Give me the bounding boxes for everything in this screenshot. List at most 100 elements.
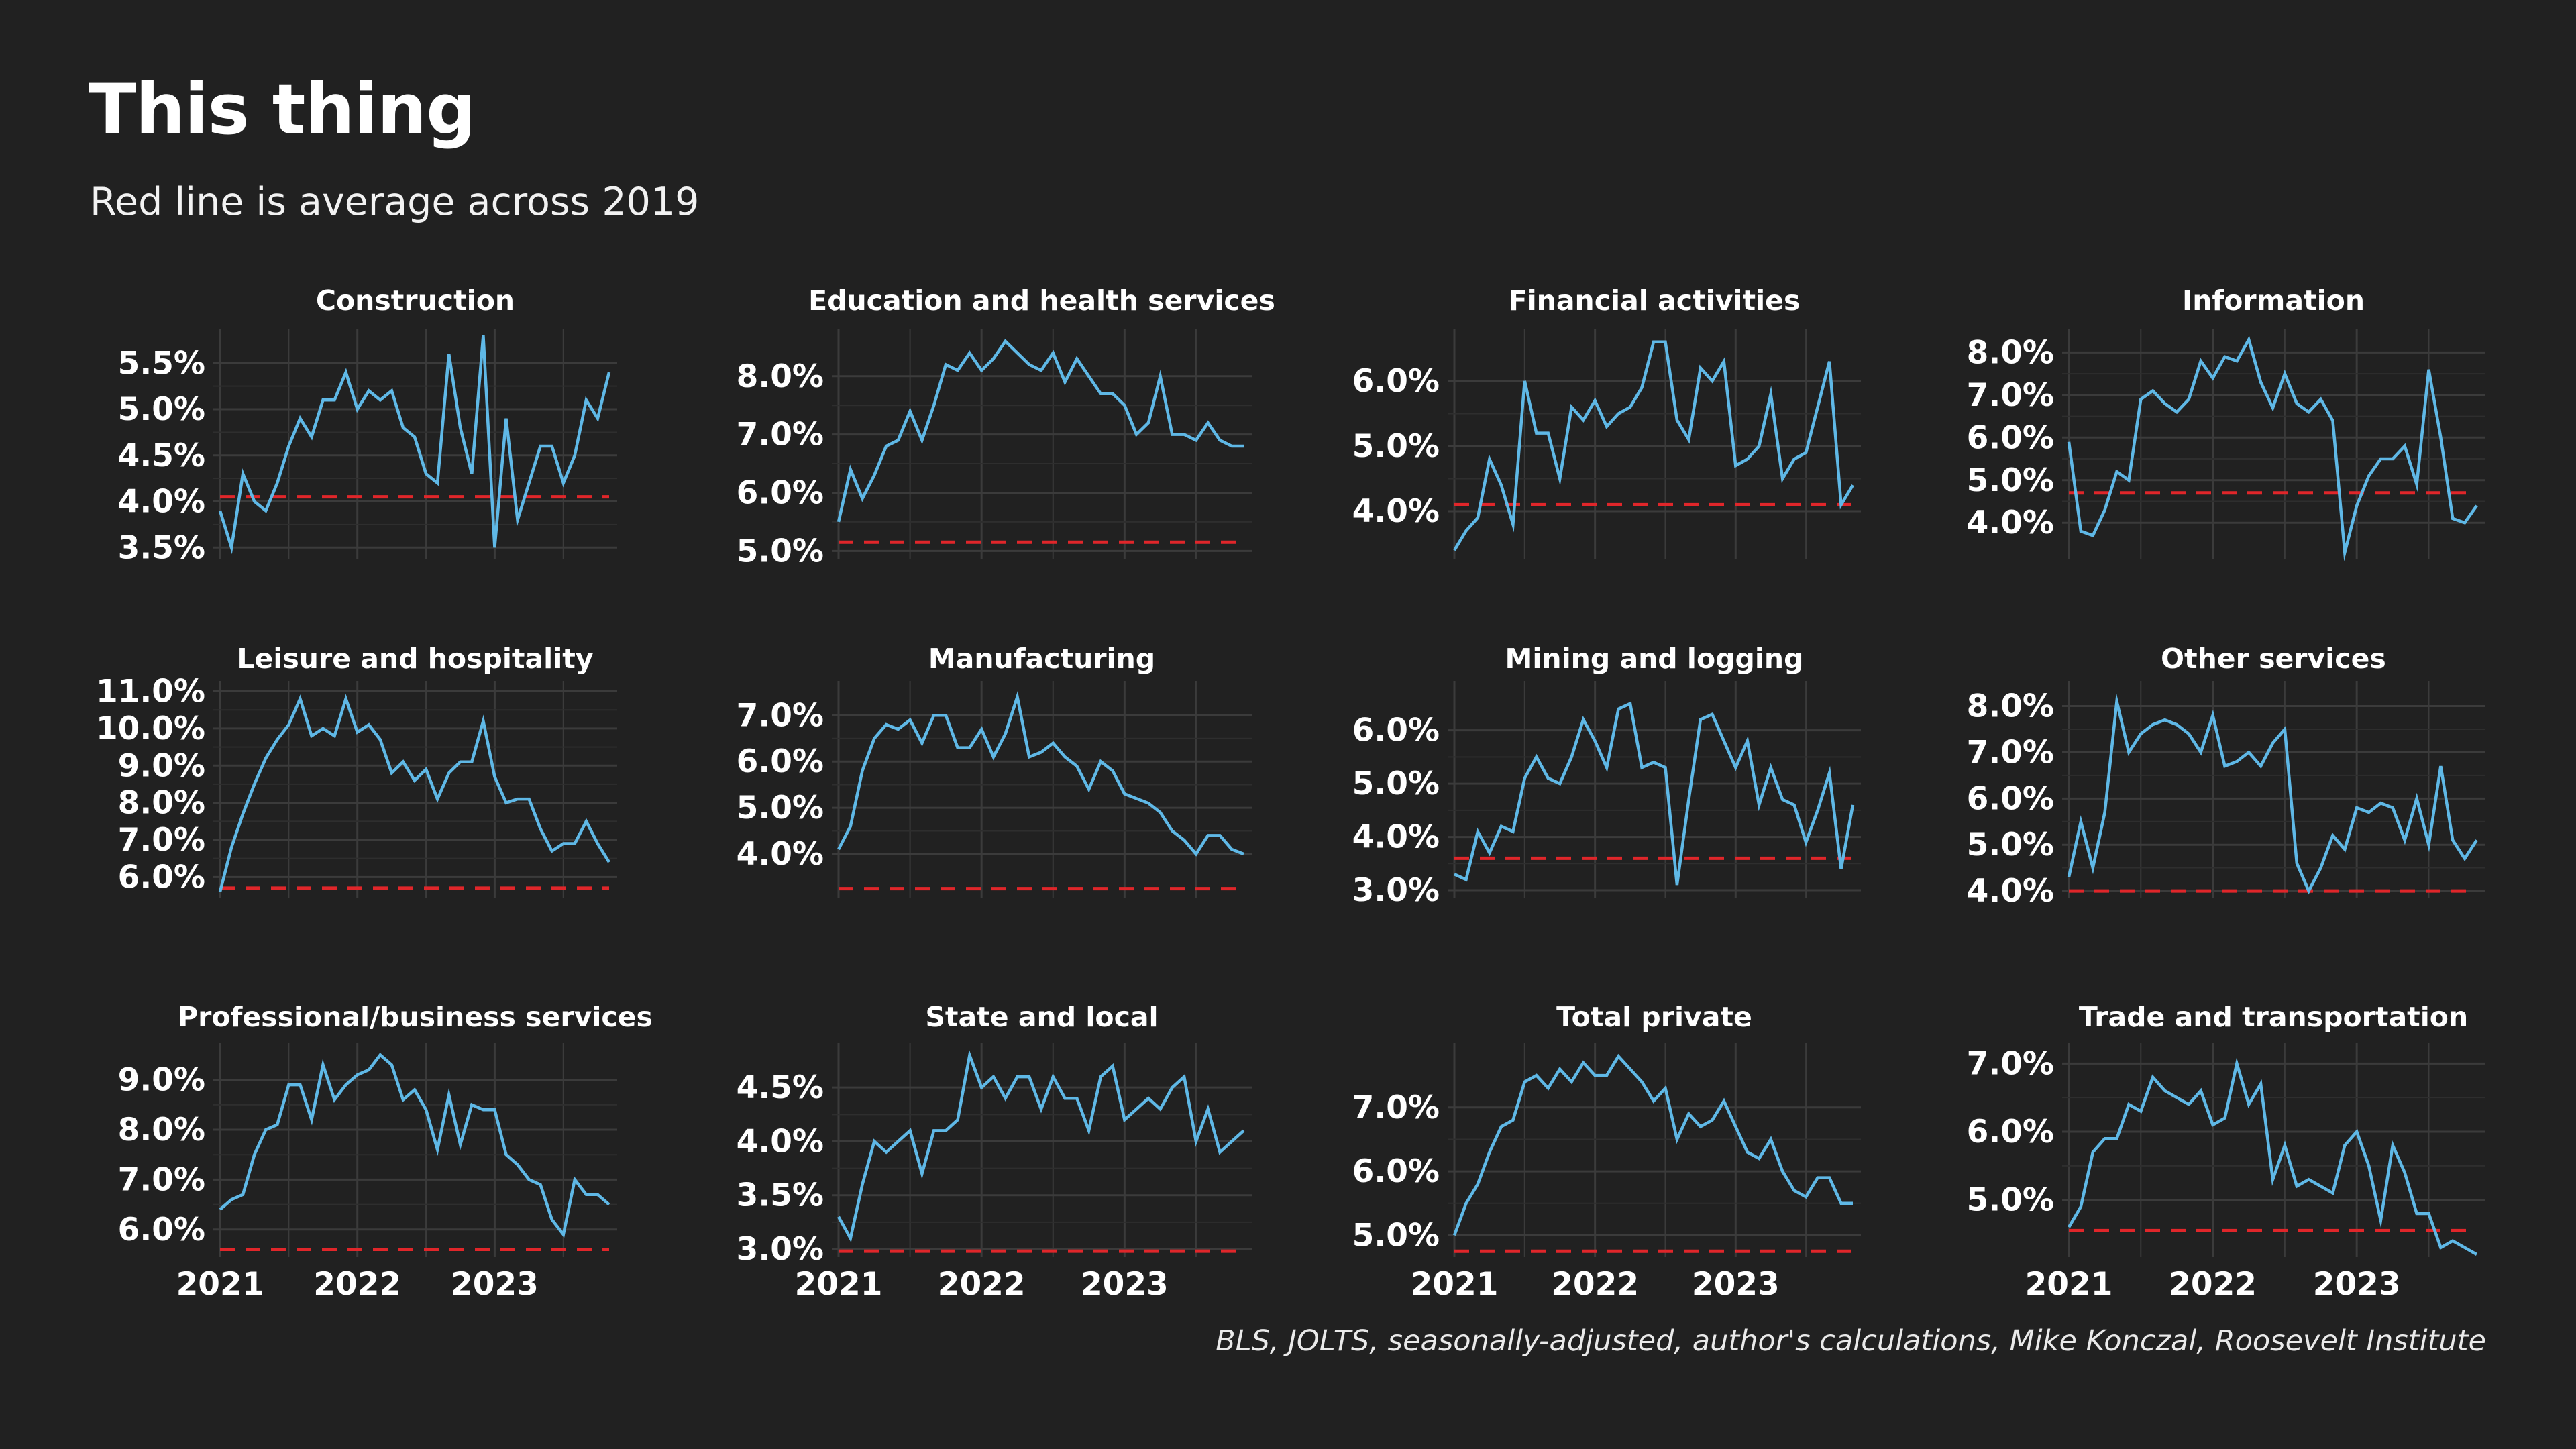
y-tick-label: 5.0% — [1967, 462, 2054, 499]
series-line — [1453, 340, 1854, 551]
page-subtitle: Red line is average across 2019 — [90, 180, 700, 224]
panel-title: Mining and logging — [1505, 643, 1804, 675]
panel-title: Education and health services — [808, 284, 1275, 317]
page-title: This thing — [89, 68, 476, 150]
series-line — [1454, 701, 1855, 885]
x-tick-label: 2022 — [1551, 1266, 1639, 1303]
panel-state-and-local: State and local 3.0% 3.5% 4.0% 4.5% 2021 2022 2… — [737, 1001, 1252, 1303]
x-tick-label: 2021 — [176, 1266, 264, 1303]
series-line — [219, 1053, 610, 1238]
y-tick-label: 6.0% — [737, 743, 824, 780]
series-line — [837, 690, 1244, 857]
y-tick-label: 5.0% — [1352, 765, 1440, 802]
y-tick-label: 3.5% — [737, 1177, 824, 1214]
panel-other-services: Other services 4.0% 5.0% 6.0% 7.0% 8.0% — [1967, 643, 2485, 910]
y-tick-label: 8.0% — [1967, 334, 2054, 371]
y-tick-label: 6.0% — [1352, 363, 1440, 400]
y-tick-label: 6.0% — [1967, 1114, 2054, 1150]
y-tick-label: 6.0% — [1352, 712, 1440, 749]
y-tick-label: 8.0% — [118, 785, 205, 822]
panel-education-and-health-services: Education and health services 5.0% 6.0% 7.0… — [737, 284, 1275, 570]
y-tick-label: 5.5% — [118, 345, 205, 382]
series-line — [2067, 692, 2478, 895]
panel-information: Information 4.0% 5.0% 6.0% 7.0% 8.0% — [1967, 284, 2485, 561]
panel-title: Trade and transportation — [2079, 1001, 2468, 1033]
panel-professional-business-services: Professional/business services 6.0% 7.0% 8.… — [118, 1001, 653, 1303]
y-tick-label: 4.0% — [737, 1123, 824, 1160]
y-tick-label: 4.0% — [118, 484, 205, 521]
y-tick-label: 7.0% — [1967, 377, 2054, 414]
y-tick-label: 4.0% — [737, 836, 824, 873]
y-tick-label: 4.0% — [1352, 819, 1440, 856]
y-tick-label: 6.0% — [1967, 780, 2054, 817]
panel-title: State and local — [925, 1001, 1158, 1033]
series-line — [837, 1049, 1245, 1243]
panel-title: Other services — [2161, 643, 2386, 675]
y-tick-label: 5.0% — [118, 391, 205, 428]
y-tick-label: 7.0% — [1967, 734, 2054, 771]
source-caption: BLS, JOLTS, seasonally-adjusted, author'… — [1216, 1324, 2486, 1358]
y-tick-label: 6.0% — [737, 474, 824, 511]
panel-mining-and-logging: Mining and logging 3.0% 4.0% 5.0% 6.0% — [1352, 643, 1861, 909]
panel-total-private: Total private 5.0% 6.0% 7.0% 2021 2022 2023 — [1352, 1001, 1861, 1303]
panel-manufacturing: Manufacturing 4.0% 5.0% 6.0% 7.0% — [737, 643, 1252, 898]
y-tick-label: 4.5% — [737, 1069, 824, 1106]
y-tick-label: 6.0% — [118, 859, 205, 896]
x-tick-label: 2022 — [938, 1266, 1026, 1303]
y-tick-label: 6.0% — [118, 1212, 205, 1248]
y-tick-label: 7.0% — [118, 822, 205, 859]
y-tick-label: 4.0% — [1967, 873, 2054, 910]
y-tick-label: 8.0% — [118, 1112, 205, 1148]
x-tick-label: 2022 — [313, 1266, 401, 1303]
y-tick-label: 7.0% — [1352, 1089, 1440, 1126]
y-tick-label: 6.0% — [1967, 419, 2054, 456]
y-tick-label: 11.0% — [96, 674, 205, 710]
panel-title: Construction — [316, 284, 515, 317]
y-tick-label: 4.0% — [1967, 504, 2054, 541]
y-tick-label: 10.0% — [96, 710, 205, 747]
y-tick-label: 5.0% — [1967, 826, 2054, 863]
y-tick-label: 8.0% — [1967, 688, 2054, 725]
panel-title: Professional/business services — [178, 1001, 653, 1033]
y-tick-label: 5.0% — [1967, 1182, 2054, 1219]
x-tick-label: 2022 — [2169, 1266, 2257, 1303]
y-tick-label: 4.0% — [1352, 493, 1440, 530]
y-tick-label: 5.0% — [737, 790, 824, 826]
panel-title: Total private — [1556, 1001, 1752, 1033]
series-line — [218, 694, 610, 893]
x-tick-label: 2023 — [2313, 1266, 2401, 1303]
x-tick-label: 2021 — [1411, 1266, 1499, 1303]
panel-financial-activities: Financial activities 4.0% 5.0% 6.0% — [1352, 284, 1861, 559]
y-tick-label: 7.0% — [118, 1161, 205, 1198]
y-tick-label: 9.0% — [118, 747, 205, 784]
panel-title: Leisure and hospitality — [237, 643, 593, 675]
y-tick-label: 3.0% — [1352, 872, 1440, 909]
series-line — [2068, 1057, 2478, 1256]
y-tick-label: 6.0% — [1352, 1153, 1440, 1190]
y-tick-label: 4.5% — [118, 437, 205, 474]
series-line — [1452, 1053, 1853, 1236]
x-tick-label: 2023 — [1081, 1266, 1169, 1303]
x-tick-label: 2023 — [451, 1266, 539, 1303]
y-tick-label: 5.0% — [1352, 1217, 1440, 1254]
panel-title: Financial activities — [1509, 284, 1801, 317]
y-tick-label: 5.0% — [737, 533, 824, 570]
series-line — [837, 339, 1244, 523]
panel-leisure-and-hospitality: Leisure and hospitality6.0%7.0%8.0%9.0%1… — [96, 643, 617, 898]
series-line — [218, 335, 611, 555]
y-tick-label: 7.0% — [737, 417, 824, 453]
y-tick-label: 8.0% — [737, 358, 824, 395]
panel-trade-and-transportation: Trade and transportation 5.0% 6.0% 7.0% 2021… — [1967, 1001, 2485, 1303]
y-tick-label: 9.0% — [118, 1062, 205, 1099]
panel-title: Manufacturing — [928, 643, 1155, 675]
panel-construction: Construction 3.5% 4.0% 4.5% 5.0% 5.5% — [118, 284, 617, 566]
y-tick-label: 3.5% — [118, 529, 205, 566]
y-tick-label: 3.0% — [737, 1231, 824, 1268]
y-tick-label: 7.0% — [737, 697, 824, 734]
series-line — [2067, 335, 2478, 561]
y-tick-label: 5.0% — [1352, 428, 1440, 465]
panel-title: Information — [2182, 284, 2365, 317]
y-tick-label: 7.0% — [1967, 1045, 2054, 1082]
x-tick-label: 2021 — [2025, 1266, 2113, 1303]
